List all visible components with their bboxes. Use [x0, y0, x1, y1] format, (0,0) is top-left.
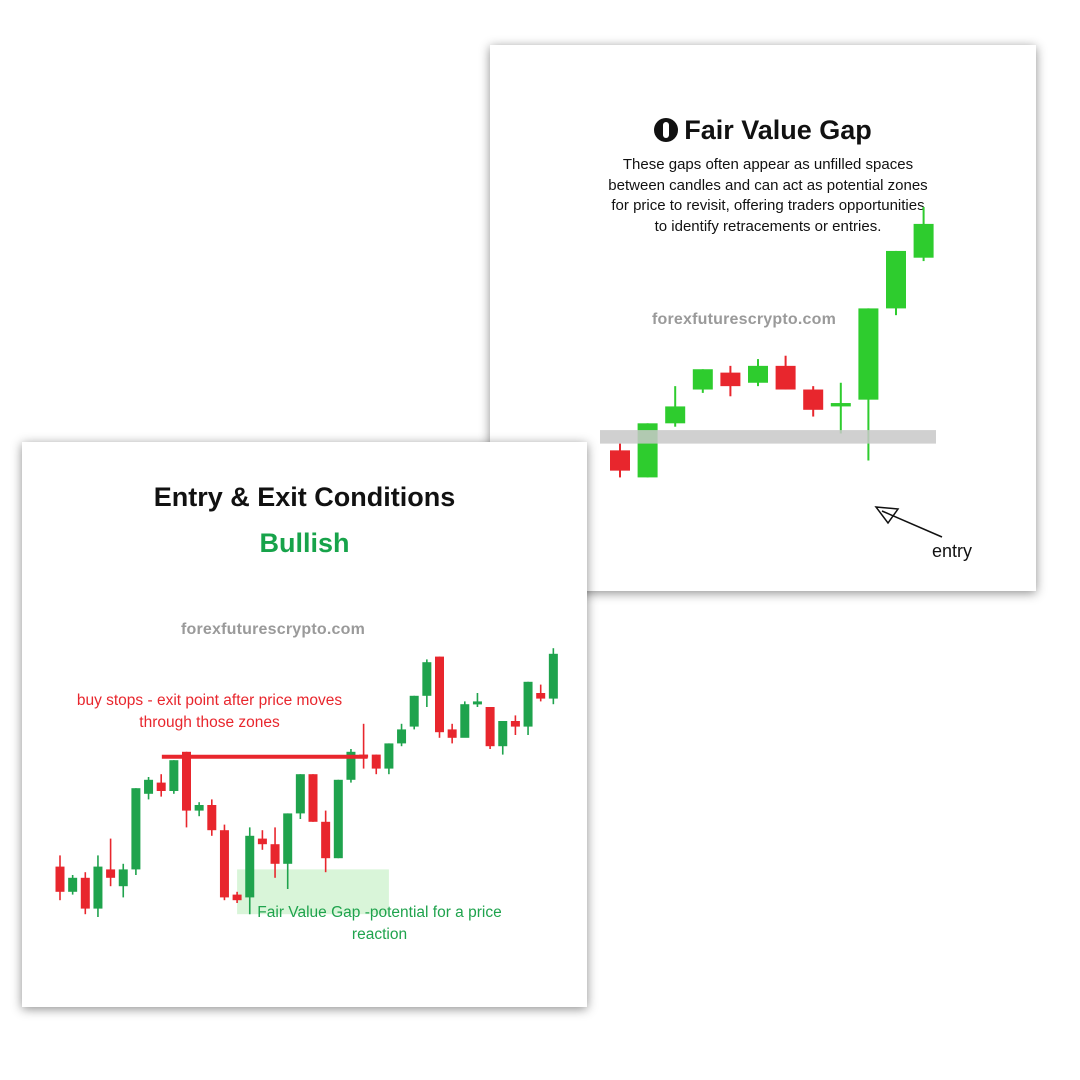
candle [409, 695, 419, 727]
candle [270, 844, 280, 864]
candle [803, 389, 824, 410]
candle [169, 760, 179, 791]
fvg-chart [600, 207, 943, 538]
candle [245, 835, 255, 898]
fvg-zone [237, 869, 389, 915]
candle [610, 450, 630, 471]
buy-stops-note: buy stops - exit point after price moves… [76, 692, 343, 731]
candle [106, 869, 116, 878]
candle [93, 866, 103, 909]
candle [498, 721, 508, 747]
fvg-watermark: forexfuturescrypto.com [652, 311, 836, 328]
candle [144, 779, 154, 794]
fvg-title-text: Fair Value Gap [684, 115, 872, 145]
candle [232, 894, 242, 901]
candle [886, 250, 906, 309]
candle [194, 805, 204, 811]
candle [346, 751, 356, 780]
entry-arrow-line [881, 510, 943, 538]
fvg-description: These gaps often appear as unfilled spac… [608, 156, 928, 235]
entry-label: entry [932, 541, 973, 561]
candle [182, 751, 191, 811]
candle [422, 662, 432, 696]
candle [257, 838, 267, 845]
candle [80, 877, 90, 909]
candle [333, 779, 343, 859]
candle [435, 656, 444, 733]
candle [913, 223, 934, 258]
candle [775, 365, 796, 390]
candle [692, 369, 713, 390]
candle [472, 701, 482, 705]
candle [207, 805, 217, 831]
candle [858, 308, 879, 400]
candle [131, 788, 141, 870]
candle [219, 830, 229, 898]
entry-exit-chart [55, 648, 558, 917]
candle [384, 743, 394, 769]
candle [68, 877, 78, 892]
candle [397, 729, 407, 744]
fvg-title: Fair Value Gap [490, 115, 1036, 146]
candle [665, 406, 686, 424]
candle [548, 653, 558, 699]
fvg-zone [600, 430, 936, 444]
candle [321, 821, 331, 859]
candle [510, 721, 520, 727]
logo-icon [654, 118, 679, 142]
candle [720, 372, 741, 387]
entry-watermark: forexfuturescrypto.com [181, 621, 365, 638]
candle [485, 707, 495, 747]
candle [308, 774, 318, 822]
candle [371, 754, 381, 769]
candle [55, 866, 65, 892]
candle [523, 681, 533, 727]
candle [118, 869, 128, 887]
entry-title: Entry & Exit Conditions [153, 482, 456, 512]
candle [460, 704, 470, 738]
fvg-note: Fair Value Gap -potential for a price re… [257, 904, 502, 943]
candle [748, 365, 768, 383]
candle [536, 693, 546, 699]
candle [830, 403, 851, 407]
candle [295, 774, 305, 814]
candle [447, 729, 457, 738]
entry-exit-card: Entry & Exit Conditions Bullish forexfut… [22, 442, 587, 1007]
entry-subtitle: Bullish [259, 528, 350, 558]
entry-arrow-head [874, 506, 900, 525]
candle [156, 782, 166, 791]
candle [283, 813, 293, 864]
